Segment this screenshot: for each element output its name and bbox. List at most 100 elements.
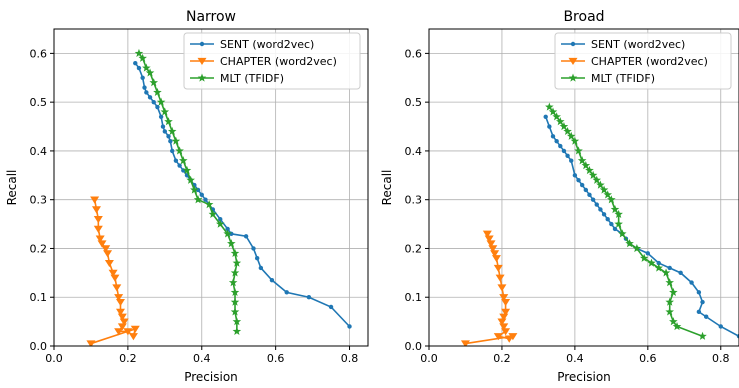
data-point <box>93 216 103 224</box>
data-point <box>550 134 556 139</box>
data-point <box>596 180 605 189</box>
data-point <box>166 134 171 139</box>
series-line <box>134 62 351 328</box>
data-point <box>558 143 563 149</box>
data-point <box>645 251 651 256</box>
chart-panel-narrow: 0.0 0.2 0.4 0.6 0.8 0.0 0.1 0.2 0.3 0.4 0.5 0.6 Narr… <box>5 9 369 384</box>
data-point <box>138 53 147 62</box>
legend-label: SENT (word2vec) <box>591 38 685 51</box>
data-point <box>156 97 166 106</box>
data-point <box>639 253 649 262</box>
data-point <box>614 209 623 218</box>
series-sent-word2vec <box>543 114 739 339</box>
data-point <box>552 112 561 121</box>
y-tick-label: 0.4 <box>30 145 48 158</box>
data-point <box>696 290 702 295</box>
data-point <box>230 268 240 277</box>
data-point <box>669 287 678 296</box>
data-point <box>490 250 500 258</box>
data-point <box>576 177 581 183</box>
data-point <box>543 114 548 119</box>
data-point <box>486 240 496 248</box>
data-point <box>130 325 140 333</box>
legend-marker <box>568 73 578 82</box>
data-point <box>598 207 603 212</box>
data-point <box>230 297 240 306</box>
data-point <box>554 138 559 144</box>
legend-marker <box>197 73 207 82</box>
data-point <box>548 107 558 116</box>
data-point <box>594 202 599 207</box>
data-point <box>228 278 238 287</box>
data-point <box>703 314 709 319</box>
data-point <box>103 250 113 258</box>
data-point <box>499 323 509 331</box>
data-point <box>493 264 503 273</box>
x-tick-label: 0.8 <box>341 352 359 365</box>
data-point <box>208 209 218 218</box>
data-point <box>563 126 572 136</box>
data-point <box>133 60 138 66</box>
data-point <box>108 269 118 277</box>
data-point <box>610 204 620 214</box>
data-point <box>171 136 181 145</box>
data-point <box>632 243 642 253</box>
data-point <box>306 295 312 300</box>
x-tick-label: 0.6 <box>639 352 657 365</box>
data-point <box>347 324 352 329</box>
y-tick-label: 0.6 <box>30 47 48 60</box>
data-point <box>605 217 610 222</box>
data-point <box>162 129 168 134</box>
data-point <box>258 265 264 271</box>
data-point <box>501 328 511 336</box>
data-point <box>545 102 554 111</box>
data-point <box>114 328 124 336</box>
y-tick-label: 0.0 <box>405 340 423 353</box>
data-point <box>284 290 289 295</box>
x-axis-label: Precision <box>557 370 611 384</box>
legend: SENT (word2vec) CHAPTER (word2vec) MLT (TF… <box>183 32 361 90</box>
data-point <box>149 78 159 87</box>
data-point <box>254 256 260 261</box>
data-point <box>114 294 124 302</box>
y-tick-label: 0.6 <box>405 47 423 60</box>
data-point <box>269 277 275 283</box>
data-point <box>565 153 570 158</box>
data-point <box>574 146 583 155</box>
data-point <box>93 225 103 234</box>
data-point <box>587 192 592 198</box>
data-point <box>225 226 230 232</box>
data-point <box>501 298 511 307</box>
series-mlt-tfidf <box>134 48 242 336</box>
data-point <box>186 175 195 184</box>
series-line <box>548 106 703 337</box>
data-point <box>577 156 587 165</box>
data-point <box>590 197 596 202</box>
data-point <box>134 48 144 58</box>
data-point <box>698 331 707 340</box>
data-point <box>561 148 567 154</box>
data-point <box>601 212 607 217</box>
legend-label: MLT (TFIDF) <box>220 72 284 85</box>
data-point <box>230 287 240 296</box>
data-point <box>144 90 149 95</box>
data-point <box>243 234 249 239</box>
legend-item: MLT (TFIDF) <box>561 72 655 85</box>
y-tick-label: 0.0 <box>30 340 48 353</box>
data-point <box>579 182 585 188</box>
x-tick-label: 0.4 <box>566 352 584 365</box>
data-point <box>97 240 107 248</box>
data-point <box>656 260 661 266</box>
legend-item: MLT (TFIDF) <box>190 72 284 85</box>
data-point <box>700 299 705 305</box>
data-point <box>104 259 114 268</box>
data-point <box>160 107 170 116</box>
data-point <box>164 117 173 126</box>
plot-area <box>86 48 352 346</box>
x-tick-label: 0.0 <box>420 352 438 365</box>
x-tick-label: 0.2 <box>493 352 511 365</box>
data-point <box>581 161 591 170</box>
data-point <box>559 122 569 131</box>
legend-marker <box>197 57 207 66</box>
chart-title: Broad <box>563 9 604 25</box>
